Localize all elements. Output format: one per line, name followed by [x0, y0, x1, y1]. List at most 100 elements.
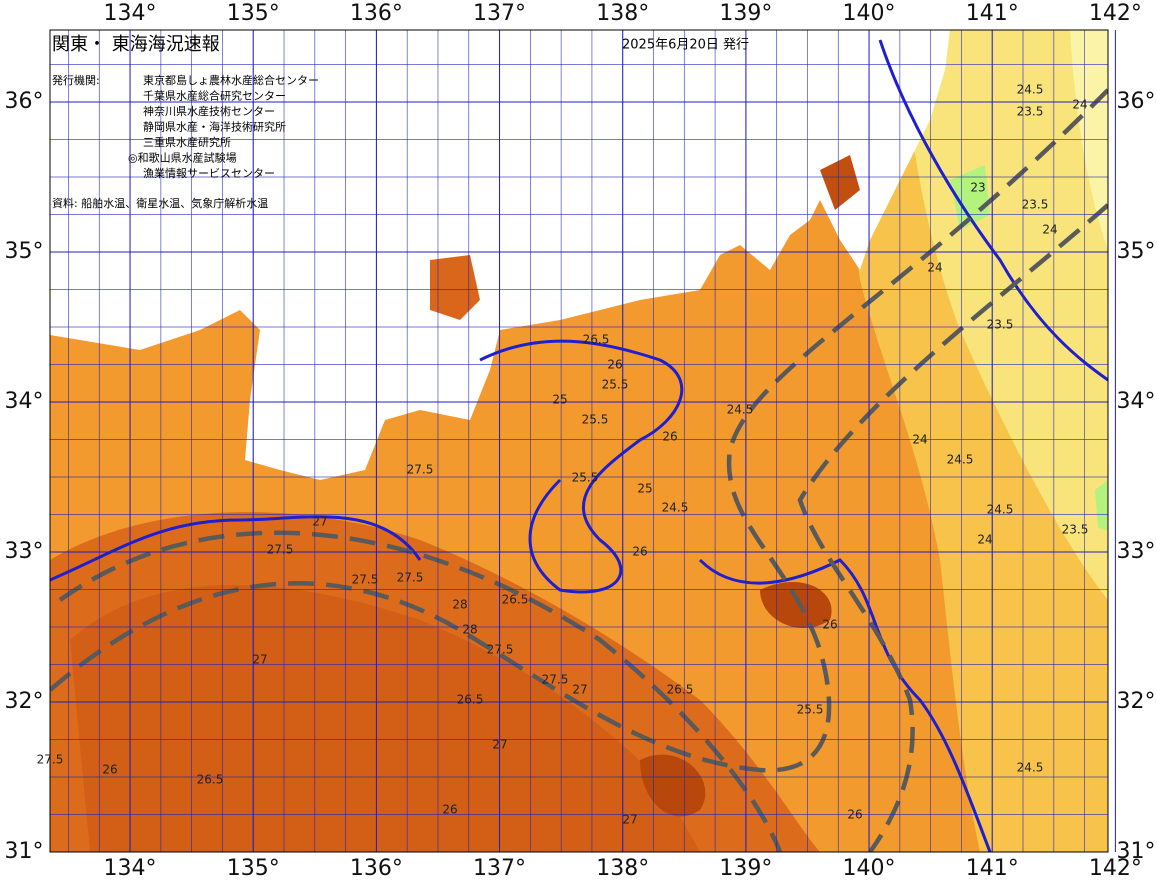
- lon-label-top: 139°: [719, 1, 772, 26]
- contour-label: 24.5: [1017, 761, 1044, 775]
- contour-label: 28: [462, 623, 477, 637]
- lon-label-top: 134°: [104, 1, 157, 26]
- kuroshio-edge: [797, 203, 1108, 852]
- lat-label-left: 33°: [5, 539, 44, 564]
- lon-label-top: 140°: [843, 1, 896, 26]
- agencies-label: 発行機関:: [52, 73, 100, 87]
- contour-label: 28: [452, 598, 467, 612]
- contour-label: 23.5: [1022, 198, 1049, 212]
- contour-label: 27.5: [267, 543, 294, 557]
- contour-label: 26.5: [502, 593, 529, 607]
- contour-label: 26: [822, 618, 837, 632]
- lon-label-top: 136°: [350, 1, 403, 26]
- lat-label-right: 31°: [1117, 839, 1156, 864]
- contour-label: 25.5: [602, 378, 629, 392]
- lon-label-bottom: 142°: [1089, 856, 1142, 881]
- warm-spot: [640, 754, 706, 817]
- kuroshio-edge: [58, 530, 783, 852]
- cold-spot: [1095, 480, 1108, 530]
- contour-label: 26.5: [197, 773, 224, 787]
- lon-label-top: 142°: [1089, 1, 1142, 26]
- contour-label: 24: [927, 261, 942, 275]
- lon-label-top: 135°: [227, 1, 280, 26]
- contour-label: 23.5: [987, 318, 1014, 332]
- contour-label: 27: [622, 813, 637, 827]
- contour-label: 25.5: [582, 413, 609, 427]
- contour-label: 25.5: [572, 471, 599, 485]
- contour-label: 27: [252, 653, 267, 667]
- lon-label-bottom: 139°: [719, 856, 772, 881]
- contour-label: 27: [312, 515, 327, 529]
- lon-label-bottom: 137°: [473, 856, 526, 881]
- contour-label: 26: [102, 763, 117, 777]
- contour-label: 26.5: [667, 683, 694, 697]
- contour-label: 26: [847, 808, 862, 822]
- isotherm: [698, 558, 992, 852]
- lat-label-left: 35°: [5, 239, 44, 264]
- contour-label: 26: [632, 545, 647, 559]
- bay: [820, 155, 860, 210]
- lon-label-bottom: 141°: [966, 856, 1019, 881]
- agency: 神奈川県水産技術センター: [143, 104, 275, 118]
- contour-label: 24.5: [662, 501, 689, 515]
- contour-label: 24.5: [987, 503, 1014, 517]
- source: 資料: 船舶水温、衛星水温、気象庁解析水温: [52, 196, 268, 210]
- contour-label: 26.5: [583, 333, 610, 347]
- map-frame: [49, 29, 1109, 853]
- contour-label: 24.5: [1017, 83, 1044, 97]
- contour-label: 25: [552, 393, 567, 407]
- cooler-zone: [900, 30, 1108, 600]
- contour-label: 25: [637, 482, 652, 496]
- lon-label-bottom: 140°: [843, 856, 896, 881]
- contour-label: 27.5: [407, 463, 434, 477]
- contour-label: 27.5: [487, 643, 514, 657]
- graticule: [50, 30, 1116, 853]
- contour-label: 24.5: [947, 453, 974, 467]
- contour-label: 26: [442, 803, 457, 817]
- issue-date: 2025年6月20日 発行: [622, 38, 749, 53]
- agency: 東京都島しょ農林水産総合センター: [143, 73, 319, 87]
- isotherm: [50, 515, 422, 582]
- lon-label-top: 137°: [473, 1, 526, 26]
- title: 関東・ 東海海況速報: [52, 34, 220, 55]
- agency: 千葉県水産総合研究センター: [143, 89, 286, 103]
- contour-label: 26.5: [457, 693, 484, 707]
- lat-label-left: 34°: [5, 389, 44, 414]
- lat-label-right: 32°: [1117, 689, 1156, 714]
- kuroshio-axis: [50, 88, 1108, 773]
- agency: 三重県水産研究所: [143, 135, 231, 149]
- lat-label-right: 34°: [1117, 389, 1156, 414]
- contour-label: 27: [492, 738, 507, 752]
- contour-label: 26: [607, 358, 622, 372]
- contour-label: 26: [662, 430, 677, 444]
- lon-label-bottom: 135°: [227, 856, 280, 881]
- contour-label: 24: [1072, 98, 1087, 112]
- current-axes: [50, 88, 1108, 852]
- cold-zone: [1070, 30, 1108, 250]
- lon-label-bottom: 134°: [104, 856, 157, 881]
- lon-label-bottom: 136°: [350, 856, 403, 881]
- contour-label: 24.5: [727, 403, 754, 417]
- contour-label: 23.5: [1062, 523, 1089, 537]
- lat-label-left: 31°: [5, 839, 44, 864]
- lon-label-top: 138°: [596, 1, 649, 26]
- agency: 漁業情報サービスセンター: [143, 166, 275, 180]
- agency: ◎和歌山県水産試験場: [128, 151, 237, 165]
- cold-spot: [950, 165, 990, 230]
- bay: [430, 255, 480, 320]
- warm-core: [70, 585, 700, 852]
- isotherm: [479, 339, 684, 594]
- lat-label-right: 35°: [1117, 239, 1156, 264]
- contour-label: 24: [912, 433, 927, 447]
- agency: 静岡県水産・海洋技術研究所: [143, 120, 286, 134]
- contour-label: 27.5: [352, 573, 379, 587]
- contour-label: 23.5: [1017, 105, 1044, 119]
- contour-label: 24: [977, 533, 992, 547]
- lat-label-left: 36°: [5, 89, 44, 114]
- contour-label: 27.5: [542, 673, 569, 687]
- warm-spot: [760, 581, 832, 629]
- lat-label-right: 36°: [1117, 89, 1156, 114]
- contour-label: 27.5: [37, 753, 64, 767]
- contour-label: 23: [970, 181, 985, 195]
